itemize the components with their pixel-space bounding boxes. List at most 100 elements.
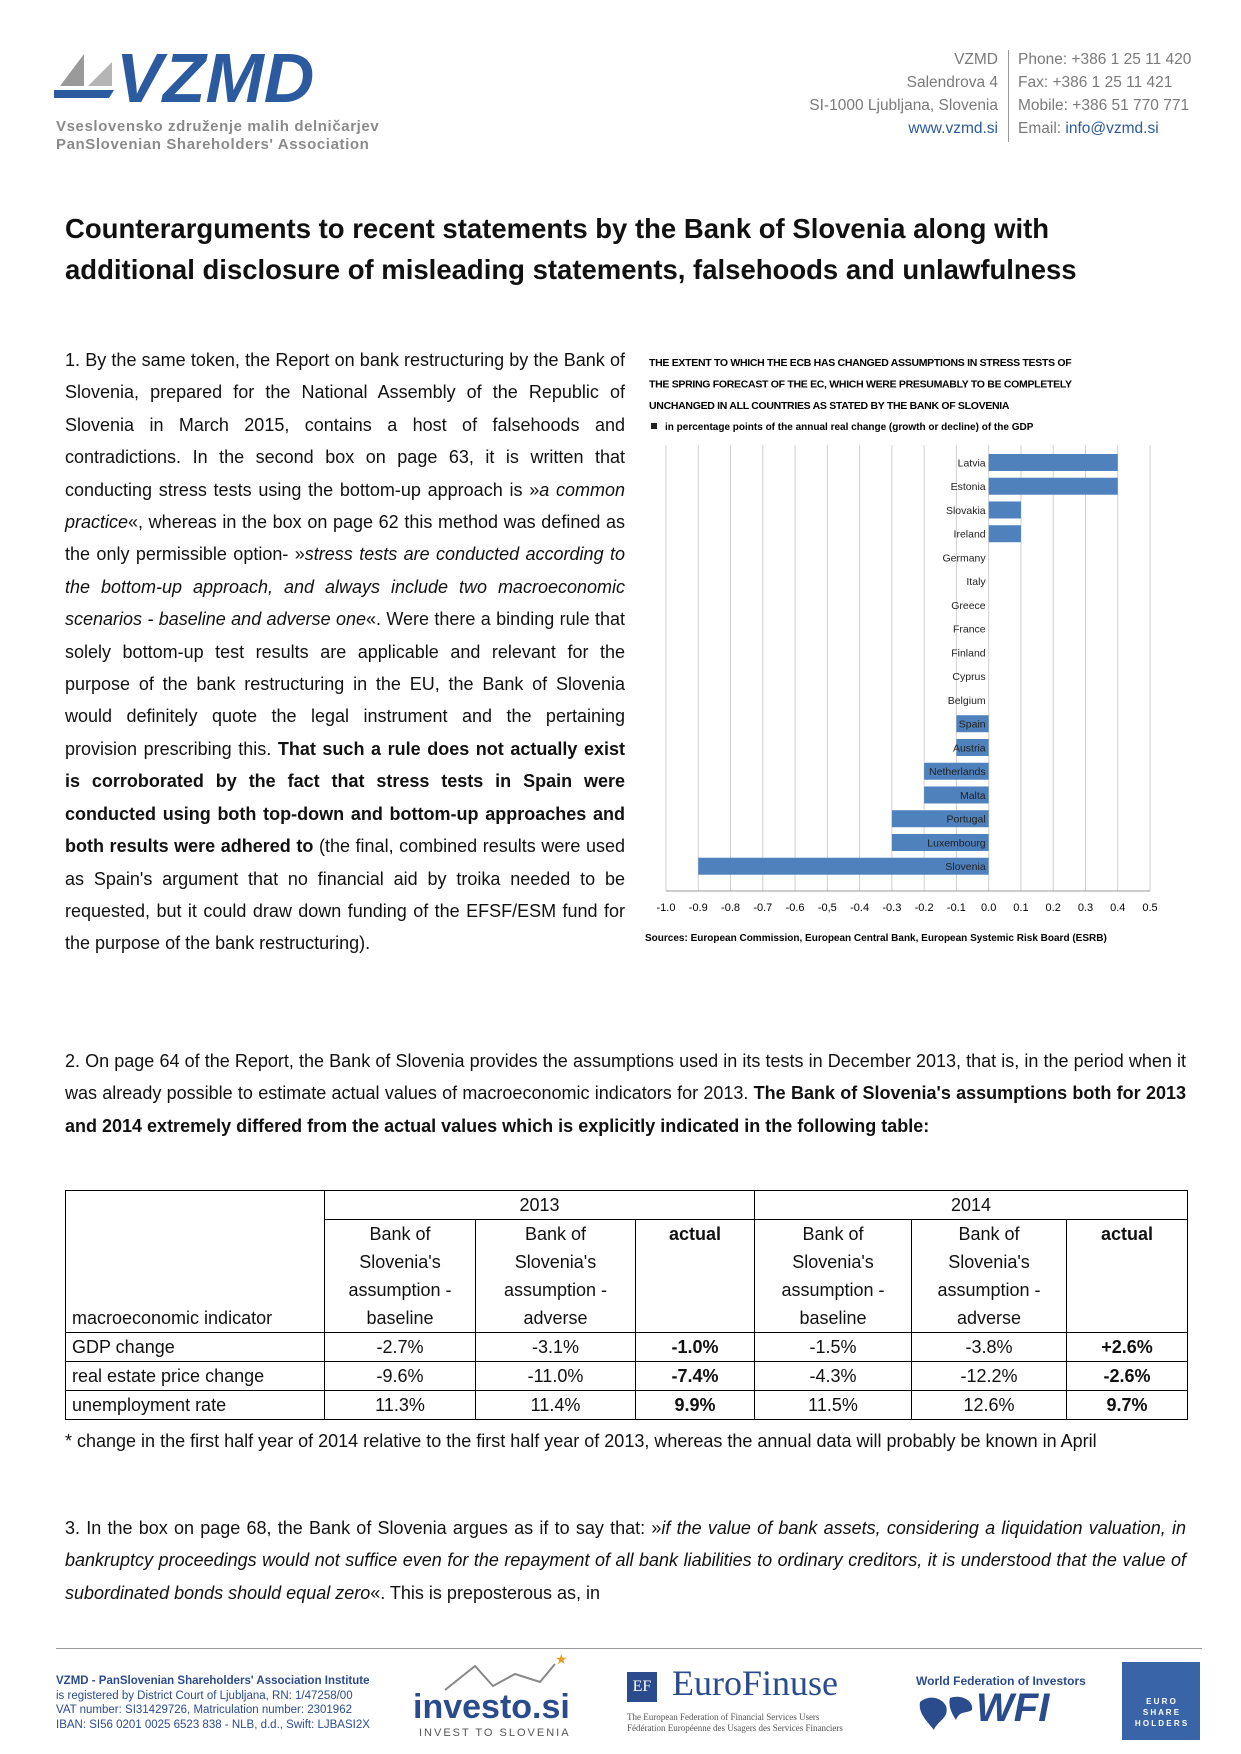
- cell: -7.4%: [634, 1361, 756, 1391]
- quote: a common practice: [65, 479, 625, 533]
- category-label: Italy: [966, 576, 986, 588]
- category-label: Slovenia: [945, 861, 985, 873]
- bar: [988, 453, 1118, 471]
- column-header: actual: [634, 1219, 756, 1333]
- footer-info: VZMD - PanSlovenian Shareholders' Associ…: [56, 1674, 370, 1732]
- category-label: Germany: [942, 552, 986, 564]
- x-tick-label: 0.3: [1078, 902, 1093, 914]
- column-header: Bank of Slovenia's assumption - adverse: [911, 1219, 1068, 1333]
- category-label: Luxembourg: [927, 837, 986, 849]
- emphasis: That such a rule does not actually exist…: [65, 738, 626, 857]
- chart: THE EXTENT TO WHICH THE ECB HAS CHANGED …: [645, 357, 1158, 944]
- chart-title: THE SPRING FORECAST OF THE EC, WHICH WER…: [649, 379, 1072, 391]
- data-row: GDP change -2.7% -3.1% -1.0% -1.5% -3.8% +2.6%: [65, 1332, 1189, 1362]
- logo-text: VZMD: [116, 46, 314, 112]
- category-label: Austria: [953, 742, 986, 754]
- chart-source: Sources: European Commission, European C…: [645, 933, 1107, 944]
- bar: [891, 833, 989, 851]
- logo-subtitle-line: Vseslovensko združenje malih delničarjev: [56, 118, 380, 135]
- world-map: [919, 1696, 973, 1730]
- chart-title: UNCHANGED IN ALL COUNTRIES AS STATED BY …: [649, 400, 1010, 412]
- x-tick-label: -0.8: [721, 902, 740, 914]
- paragraph: 2. On page 64 of the Report, the Bank of…: [65, 1045, 1186, 1142]
- contact-line: Mobile: +386 51 770 771: [1018, 97, 1190, 114]
- category-label: Slovakia: [946, 505, 986, 517]
- x-tick-label: 0.4: [1110, 902, 1125, 914]
- data-row: real estate price change -9.6% -11.0% -7.4%…: [65, 1361, 1189, 1391]
- category-label: Latvia: [958, 457, 986, 469]
- footer-rule: [56, 1648, 1202, 1649]
- x-tick-label: -0.9: [689, 902, 708, 914]
- investo-logo: ★ investo.si INVEST TO SLOVENIA: [413, 1652, 570, 1739]
- header-row: macroeconomic indicator 2013 2014: [65, 1190, 1189, 1333]
- legend-swatch: [651, 423, 657, 429]
- logo-subtitle: Vseslovensko združenje malih delničarjev…: [56, 118, 379, 154]
- cell: 9.9%: [634, 1390, 756, 1420]
- category-label: Ireland: [954, 529, 986, 541]
- x-tick-label: 0.2: [1046, 902, 1061, 914]
- cell: -2.6%: [1066, 1361, 1189, 1391]
- emphasis: The Bank of Slovenia's assumptions both …: [65, 1083, 1186, 1136]
- contact-line: Fax: +386 1 25 11 421: [1018, 74, 1173, 91]
- x-tick-label: -0.7: [753, 902, 772, 914]
- footnote: * change in the first half year of 2014 …: [65, 1431, 1097, 1451]
- logo: VZMD: [54, 46, 314, 112]
- eurofinuse-tagline: The European Federation of Financial Ser…: [627, 1712, 843, 1734]
- cell: -2.7%: [324, 1332, 476, 1362]
- quote: stress tests are conducted according to …: [65, 544, 626, 630]
- address: VZMD Salendrova 4 SI-1000 Ljubljana, Slo…: [809, 48, 998, 140]
- category-label: Cyprus: [952, 671, 985, 683]
- x-tick-label: 0.5: [1142, 902, 1157, 914]
- category-label: France: [953, 624, 986, 636]
- row-label: real estate price change: [65, 1361, 325, 1391]
- x-tick-label: -0.6: [786, 902, 805, 914]
- footer-line: VAT number: SI31429726, Matriculation nu…: [56, 1704, 352, 1716]
- x-tick-label: -0.4: [850, 902, 869, 914]
- footer-line: VZMD - PanSlovenian Shareholders' Associ…: [56, 1675, 370, 1687]
- row-label: GDP change: [65, 1332, 325, 1362]
- footer-line: IBAN: SI56 0201 0025 6523 838 - NLB, d.d…: [56, 1718, 370, 1731]
- quote: if the value of bank assets, considering…: [65, 1518, 1186, 1603]
- cell: -1.5%: [754, 1332, 913, 1362]
- chart-subtitle: in percentage points of the annual real …: [665, 422, 1034, 433]
- website[interactable]: www.vzmd.si: [908, 120, 998, 137]
- email[interactable]: info@vzmd.si: [1065, 120, 1159, 137]
- euroshare-line: S H A R E: [1142, 1708, 1180, 1717]
- row-label: unemployment rate: [65, 1390, 325, 1420]
- logo-subtitle-line: PanSlovenian Shareholders' Association: [56, 136, 370, 153]
- wfi-logo: WFI: [976, 1686, 1050, 1730]
- column-header: Bank of Slovenia's assumption - baseline: [324, 1219, 476, 1333]
- paragraph: THE EXTENT TO WHICH THE ECB HAS CHANGED …: [65, 344, 1186, 968]
- cell: -11.0%: [475, 1361, 636, 1391]
- bar: [891, 810, 989, 828]
- tagline-line: Fédération Européenne des Usagers des Se…: [627, 1723, 843, 1733]
- category-label: Malta: [960, 790, 986, 802]
- title: Counterarguments to recent statements by…: [65, 208, 1077, 290]
- header-row: Bank of Slovenia's assumption - baseline…: [66, 1219, 1189, 1333]
- bar: [956, 715, 989, 733]
- text-run: 3. In the box on page 68, the Bank of Sl…: [65, 1518, 662, 1538]
- email-line: Email: info@vzmd.si: [1018, 117, 1191, 140]
- address-line: SI-1000 Ljubljana, Slovenia: [809, 97, 998, 114]
- cell: 11.4%: [475, 1390, 636, 1420]
- text-run: «. Were there a binding rule that solely…: [65, 609, 625, 759]
- bar: [988, 525, 1021, 543]
- paragraph: 3. In the box on page 68, the Bank of Sl…: [65, 1512, 1186, 1609]
- cell: 11.3%: [324, 1390, 476, 1420]
- cell: 12.6%: [911, 1390, 1068, 1420]
- text-run: 1. By the same token, the Report on bank…: [65, 350, 625, 500]
- table: macroeconomic indicator 2013 2014 Bank of S…: [65, 1190, 1189, 1420]
- contact-line: Phone: +386 1 25 11 420: [1018, 51, 1192, 68]
- text-run: «, whereas in the box on page 62 this me…: [65, 512, 625, 565]
- x-tick-label: -0.3: [882, 902, 901, 914]
- x-tick-label: -1.0: [657, 902, 676, 914]
- address-line: Salendrova 4: [906, 74, 998, 91]
- address-line: VZMD: [954, 51, 998, 68]
- x-tick-label: -0.2: [915, 902, 934, 914]
- svg-text:★: ★: [555, 1652, 568, 1667]
- year-cell: 2014: [754, 1190, 1189, 1220]
- euroshare-line: E U R O: [1146, 1697, 1176, 1706]
- separator: [1008, 50, 1009, 142]
- bar: [924, 762, 989, 780]
